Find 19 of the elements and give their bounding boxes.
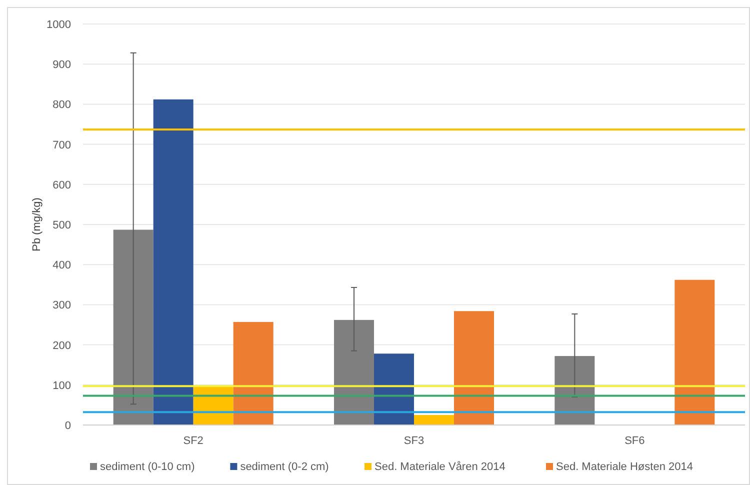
y-tick-label: 300 xyxy=(52,300,71,312)
legend-label: sediment (0-2 cm) xyxy=(240,461,329,473)
legend-label: Sed. Materiale Våren 2014 xyxy=(374,461,506,473)
y-tick-label: 100 xyxy=(52,380,71,392)
x-tick-label: SF2 xyxy=(183,435,204,447)
legend-label: sediment (0-10 cm) xyxy=(100,461,195,473)
y-tick-label: 0 xyxy=(64,420,71,432)
y-tick-label: 800 xyxy=(52,99,71,112)
y-tick-label: 400 xyxy=(52,260,71,272)
y-tick-label: 900 xyxy=(52,59,71,72)
y-tick-label: 700 xyxy=(52,139,71,152)
legend-label: Sed. Materiale Høsten 2014 xyxy=(556,461,693,473)
y-tick-label: 600 xyxy=(52,179,71,192)
y-tick-label: 200 xyxy=(52,340,71,352)
y-tick-label: 500 xyxy=(52,220,71,232)
y-axis-title: Pb (mg/kg) xyxy=(31,198,43,252)
y-tick-label: 1000 xyxy=(46,19,71,31)
x-tick-label: SF3 xyxy=(404,435,424,447)
x-tick-label: SF6 xyxy=(624,435,645,447)
